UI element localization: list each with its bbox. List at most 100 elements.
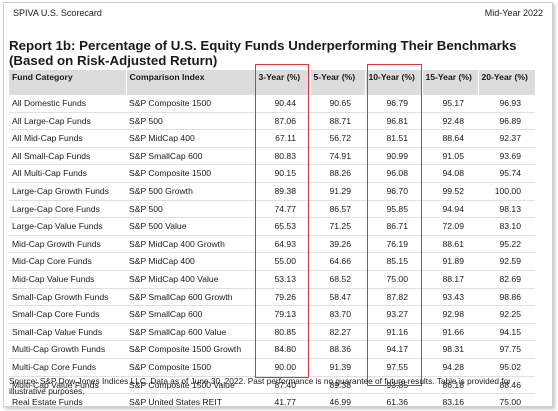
table-row: All Domestic Funds S&P Composite 1500 90.4… [9, 95, 535, 112]
fund-category-cell: Small-Cap Core Funds [9, 305, 126, 324]
fund-category-cell: All Large-Cap Funds [9, 111, 126, 130]
percentage-cell: 79.26 [255, 287, 310, 306]
fund-category-cell: Multi-Cap Core Funds [9, 357, 126, 376]
percentage-cell: 74.77 [255, 199, 310, 218]
table-header-row: Fund Category Comparison Index 3-Year (%… [9, 70, 536, 95]
percentage-cell: 90.44 [274, 98, 296, 108]
percentage-cell: 95.85 [365, 199, 422, 218]
table-row: Multi-Cap Value Funds S&P Composite 1500 … [9, 375, 535, 394]
percentage-cell: 71.25 [310, 217, 365, 236]
comparison-index-cell: S&P MidCap 400 Growth [126, 234, 255, 253]
table-row: Small-Cap Value Funds S&P SmallCap 600 Va… [9, 322, 535, 341]
comparison-index-cell: S&P MidCap 400 Value [126, 269, 255, 289]
percentage-cell: 76.19 [365, 234, 422, 253]
percentage-cell: 91.39 [310, 357, 365, 376]
percentage-cell: 93.85 [365, 375, 422, 394]
table-row: All Multi-Cap Funds S&P Composite 1500 90.… [9, 164, 535, 183]
table-row: Large-Cap Value Funds S&P 500 Value 65.53 7… [9, 217, 535, 236]
percentage-cell: 80.83 [255, 146, 310, 165]
percentage-cell: 89.38 [255, 181, 310, 201]
fund-category-cell: All Domestic Funds [12, 98, 87, 108]
percentage-cell: 93.69 [478, 146, 535, 165]
table-row: Mid-Cap Core Funds S&P MidCap 400 55.00 64.… [9, 252, 535, 271]
fund-category-cell: All Small-Cap Funds [9, 146, 126, 165]
percentage-cell: 92.59 [478, 252, 535, 271]
percentage-cell: 94.17 [365, 340, 422, 359]
report-title: Report 1b: Percentage of U.S. Equity Fun… [9, 38, 517, 68]
percentage-cell: 82.69 [478, 269, 535, 289]
fund-category-cell: Mid-Cap Core Funds [9, 252, 126, 271]
percentage-cell: 56.72 [310, 129, 365, 148]
percentage-cell: 64.66 [310, 252, 365, 271]
percentage-cell: 39.26 [310, 234, 365, 253]
percentage-cell: 90.15 [255, 164, 310, 183]
percentage-cell: 88.64 [422, 129, 478, 148]
percentage-cell: 95.74 [478, 164, 535, 183]
percentage-cell: 65.53 [255, 217, 310, 236]
underperformance-table: Fund Category Comparison Index 3-Year (%… [9, 70, 536, 411]
percentage-cell: 92.98 [422, 305, 478, 324]
column-header: 3-Year (%) [255, 70, 311, 95]
comparison-index-cell: S&P MidCap 400 [126, 129, 255, 148]
column-header: Fund Category [9, 70, 127, 95]
column-header: 5-Year (%) [310, 70, 366, 95]
comparison-index-cell: S&P SmallCap 600 [126, 305, 255, 324]
comparison-index-cell: S&P MidCap 400 [126, 252, 255, 271]
percentage-cell: 96.08 [365, 164, 422, 183]
table-row: Small-Cap Core Funds S&P SmallCap 600 79.1… [9, 305, 535, 324]
table-row: Multi-Cap Core Funds S&P Composite 1500 90… [9, 357, 535, 376]
percentage-cell: 83.10 [478, 217, 535, 236]
percentage-cell: 88.36 [310, 340, 365, 359]
comparison-index-cell: S&P Composite 1500 Growth [126, 340, 255, 359]
comparison-index-cell: S&P Composite 1500 [129, 98, 212, 108]
fund-category-cell: Large-Cap Value Funds [9, 217, 126, 236]
percentage-cell: 97.75 [478, 340, 535, 359]
percentage-cell: 87.40 [255, 375, 310, 394]
percentage-cell: 92.48 [422, 111, 478, 130]
percentage-cell: 67.11 [255, 129, 310, 148]
percentage-cell: 84.80 [255, 340, 310, 359]
table-row: All Small-Cap Funds S&P SmallCap 600 80.83… [9, 146, 535, 165]
percentage-cell: 95.02 [478, 357, 535, 376]
comparison-index-cell: S&P United States REIT [126, 393, 255, 411]
percentage-cell: 46.99 [310, 393, 365, 411]
table-row: Multi-Cap Growth Funds S&P Composite 1500… [9, 340, 535, 359]
percentage-cell: 81.51 [365, 129, 422, 148]
percentage-cell: 86.57 [310, 199, 365, 218]
percentage-cell: 58.47 [310, 287, 365, 306]
percentage-cell: 90.00 [255, 357, 310, 376]
percentage-cell: 88.26 [310, 164, 365, 183]
table-row: All Large-Cap Funds S&P 500 87.06 88.71 96.8… [9, 111, 535, 130]
table-row: Mid-Cap Growth Funds S&P MidCap 400 Growt… [9, 234, 535, 253]
percentage-cell: 89.38 [310, 375, 365, 394]
percentage-cell: 85.15 [365, 252, 422, 271]
comparison-index-cell: S&P SmallCap 600 Value [126, 322, 255, 341]
percentage-cell: 91.66 [422, 322, 478, 341]
percentage-cell: 88.61 [422, 234, 478, 253]
percentage-cell: 92.25 [478, 305, 535, 324]
page-header: SPIVA U.S. Scorecard Mid-Year 2022 [13, 8, 543, 22]
percentage-cell: 90.99 [365, 146, 422, 165]
percentage-cell: 94.28 [422, 357, 478, 376]
comparison-index-cell: S&P 500 [126, 111, 255, 130]
table-body: All Domestic Funds S&P Composite 1500 90.4… [9, 95, 535, 411]
fund-category-cell: Mid-Cap Value Funds [9, 269, 126, 289]
percentage-cell: 75.00 [365, 269, 422, 289]
percentage-cell: 64.93 [255, 234, 310, 253]
percentage-cell: 61.36 [365, 393, 422, 411]
percentage-cell: 88.71 [310, 111, 365, 130]
comparison-index-cell: S&P Composite 1500 Value [126, 375, 255, 394]
table-row: All Mid-Cap Funds S&P MidCap 400 67.11 56.7… [9, 129, 535, 148]
fund-category-cell: All Mid-Cap Funds [9, 129, 126, 148]
fund-category-cell: Large-Cap Growth Funds [9, 181, 126, 201]
table-row: Real Estate Funds S&P United States REIT 4… [9, 393, 535, 411]
percentage-cell: 96.89 [478, 111, 535, 130]
percentage-cell: 91.89 [422, 252, 478, 271]
column-header: 15-Year (%) [422, 70, 479, 95]
percentage-cell: 96.81 [365, 111, 422, 130]
percentage-cell: 91.29 [310, 181, 365, 201]
comparison-index-cell: S&P 500 Growth [126, 181, 255, 201]
percentage-cell: 98.86 [478, 287, 535, 306]
percentage-cell: 53.13 [255, 269, 310, 289]
table-row: Mid-Cap Value Funds S&P MidCap 400 Value 5… [9, 269, 535, 289]
